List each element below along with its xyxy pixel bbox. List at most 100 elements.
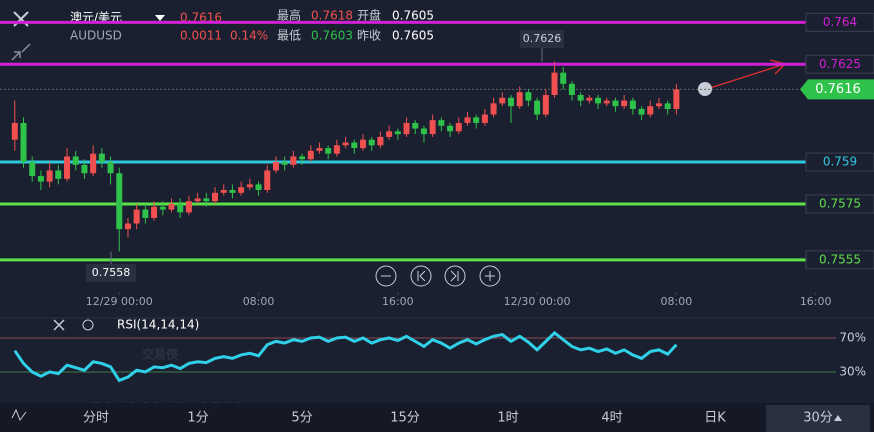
candle-body	[481, 114, 488, 123]
level-tag	[805, 152, 874, 172]
candle-body	[551, 72, 558, 95]
x-tick-label: 08:00	[661, 295, 693, 308]
candle-body	[490, 103, 497, 115]
candle-body	[447, 125, 454, 132]
zoom-out[interactable]	[375, 265, 397, 287]
candle-body	[194, 198, 201, 202]
candle-body	[238, 187, 245, 193]
indicator-icon[interactable]	[11, 408, 27, 422]
tab[interactable]: 1分	[187, 411, 208, 426]
candle-body	[159, 206, 166, 210]
candle-body	[342, 142, 349, 146]
candle-body	[11, 122, 18, 140]
level-label: 0.759	[823, 155, 857, 169]
candle-body	[133, 209, 140, 224]
change-pct: 0.14%	[230, 29, 268, 43]
stat-label: 昨收	[357, 29, 381, 43]
tab[interactable]: 日K	[704, 411, 726, 426]
watermark: 交易侠	[142, 347, 179, 362]
tab[interactable]: 4时	[601, 411, 622, 426]
candle-body	[177, 203, 184, 213]
dropdown-icon[interactable]	[155, 15, 165, 21]
level-tag	[805, 250, 874, 270]
shrink-button[interactable]	[11, 43, 31, 61]
rsi-close[interactable]	[53, 319, 65, 331]
stat-value: 0.7603	[311, 29, 353, 43]
candle-body	[90, 153, 97, 174]
candle-body	[499, 97, 506, 104]
candle-body	[81, 164, 88, 174]
candle-body	[299, 156, 306, 160]
stat-label: 最高	[277, 8, 301, 23]
next[interactable]	[444, 265, 466, 287]
candle-body	[20, 122, 27, 163]
low-callout: 0.7558	[92, 266, 131, 279]
stat-label: 最低	[277, 29, 301, 43]
candle-body	[595, 97, 602, 104]
candle-body	[673, 89, 680, 109]
candle-body	[281, 162, 288, 165]
candle-body	[290, 156, 297, 165]
candle-body	[647, 106, 654, 115]
last-price-label: 0.7616	[815, 82, 861, 97]
candle-body	[325, 148, 332, 154]
candle-body	[568, 83, 575, 95]
x-tick-label: 08:00	[243, 295, 275, 308]
level-label: 0.764	[823, 15, 857, 29]
high-callout: 0.7626	[523, 32, 562, 45]
callout-bg	[86, 264, 136, 282]
x-tick-label: 12/29 00:00	[86, 295, 153, 308]
candle-body	[368, 139, 375, 146]
zoom-in[interactable]	[479, 265, 501, 287]
tab[interactable]: 分时	[83, 411, 109, 426]
stat-label: 开盘	[357, 8, 381, 23]
candle-body	[464, 117, 471, 123]
candle-body	[534, 100, 541, 115]
candle-body	[473, 117, 480, 123]
candle-body	[403, 122, 410, 135]
tab[interactable]: 5分	[291, 411, 312, 426]
candle-body	[351, 142, 358, 149]
rsi-level-label: 70%	[839, 330, 866, 344]
candle-body	[655, 103, 662, 107]
candle-body	[507, 97, 514, 107]
candle-body	[612, 100, 619, 107]
candle-body	[429, 120, 436, 135]
candle-body	[664, 103, 671, 109]
tab-bar	[0, 403, 874, 432]
candle-body	[185, 201, 192, 213]
x-tick-label: 12/30 00:00	[504, 295, 571, 308]
candle-body	[98, 153, 105, 163]
candle-body	[64, 156, 71, 179]
rsi-settings[interactable]	[82, 319, 94, 331]
tab[interactable]: 30分	[803, 411, 833, 426]
level-tag	[805, 12, 874, 32]
candle-body	[255, 184, 262, 190]
candle-body	[220, 190, 227, 193]
candle-body	[603, 100, 610, 104]
level-label: 0.7625	[819, 57, 861, 71]
candle-body	[420, 128, 427, 135]
stat-value: 0.7618	[311, 9, 353, 23]
candle-body	[37, 176, 44, 182]
candle-body	[455, 122, 462, 132]
candle-body	[203, 198, 210, 202]
candle-body	[638, 108, 645, 115]
tab[interactable]: 15分	[390, 411, 420, 426]
candle-body	[360, 139, 367, 149]
rsi-title: RSI(14,14,14)	[117, 318, 199, 332]
candle-body	[246, 184, 253, 188]
candle-body	[586, 97, 593, 101]
x-tick-label: 16:00	[800, 295, 832, 308]
tab[interactable]: 1时	[497, 411, 518, 426]
candle-body	[168, 203, 175, 210]
last-price-tag	[800, 79, 874, 100]
candle-body	[525, 92, 532, 101]
candle-body	[542, 95, 549, 115]
candle-body	[107, 162, 114, 174]
prev[interactable]	[410, 265, 432, 287]
tab-caret	[834, 415, 842, 421]
level-tag	[805, 194, 874, 214]
stat-value: 0.7605	[392, 29, 434, 43]
